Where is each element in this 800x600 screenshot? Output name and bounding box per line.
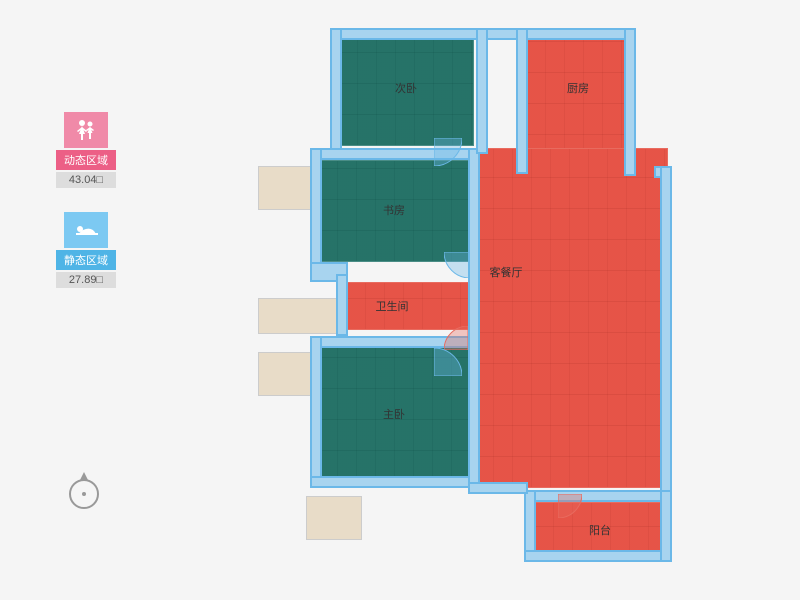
door-arc: [444, 326, 468, 350]
door-arc: [434, 348, 462, 376]
wall-segment: [468, 482, 528, 494]
room-label-living: 客餐厅: [490, 264, 523, 280]
people-icon: [64, 112, 108, 148]
legend-value-static: 27.89□: [56, 272, 116, 288]
exterior-block: [258, 298, 342, 334]
wall-segment: [310, 148, 322, 270]
room-label-master-bedroom: 主卧: [383, 406, 405, 422]
wall-segment: [476, 28, 488, 154]
wall-segment: [310, 476, 480, 488]
exterior-block: [258, 352, 314, 396]
room-kitchen: [526, 36, 632, 166]
exterior-block: [306, 496, 362, 540]
room-label-secondary-bedroom: 次卧: [395, 80, 417, 96]
legend-value-dynamic: 43.04□: [56, 172, 116, 188]
room-label-bathroom: 卫生间: [376, 298, 409, 314]
wall-segment: [468, 148, 480, 488]
door-arc: [558, 494, 582, 518]
wall-segment: [660, 166, 672, 496]
legend-label-static: 静态区域: [56, 250, 116, 270]
sleep-icon: [64, 212, 108, 248]
wall-segment: [524, 550, 672, 562]
room-label-kitchen: 厨房: [567, 80, 589, 96]
wall-segment: [516, 28, 528, 174]
wall-segment: [624, 28, 636, 176]
room-label-balcony: 阳台: [589, 522, 611, 538]
wall-segment: [336, 274, 348, 336]
wall-segment: [330, 28, 342, 156]
legend-item-dynamic: 动态区域 43.04□: [56, 112, 116, 188]
room-bathroom: [346, 282, 474, 330]
legend: 动态区域 43.04□ 静态区域 27.89□: [56, 112, 116, 312]
exterior-block: [258, 166, 314, 210]
legend-item-static: 静态区域 27.89□: [56, 212, 116, 288]
door-arc: [434, 138, 462, 166]
room-label-study: 书房: [383, 202, 405, 218]
legend-label-dynamic: 动态区域: [56, 150, 116, 170]
compass-icon: [64, 470, 104, 519]
room-living: [474, 148, 668, 488]
floorplan: 次卧 厨房书房客餐厅卫生间主卧阳台: [258, 26, 678, 566]
wall-segment: [310, 336, 322, 486]
wall-segment: [660, 490, 672, 562]
wall-segment: [524, 490, 672, 502]
door-arc: [444, 252, 470, 278]
